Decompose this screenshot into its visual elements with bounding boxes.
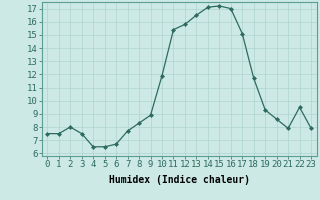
X-axis label: Humidex (Indice chaleur): Humidex (Indice chaleur) xyxy=(109,175,250,185)
